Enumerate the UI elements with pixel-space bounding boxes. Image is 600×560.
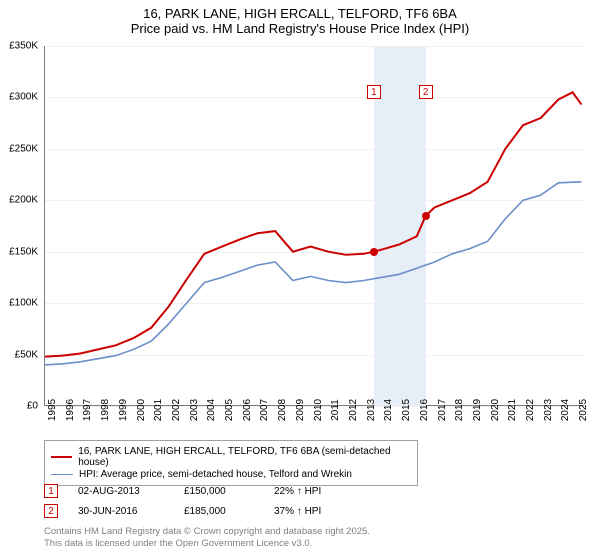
title-address: 16, PARK LANE, HIGH ERCALL, TELFORD, TF6… <box>0 6 600 21</box>
x-axis-label: 2023 <box>543 399 554 421</box>
legend-item: HPI: Average price, semi-detached house,… <box>51 469 411 480</box>
footer-line1: Contains HM Land Registry data © Crown c… <box>44 526 370 538</box>
event-date: 30-JUN-2016 <box>78 506 164 517</box>
marker-label-box: 2 <box>419 85 433 99</box>
legend-item: 16, PARK LANE, HIGH ERCALL, TELFORD, TF6… <box>51 446 411 468</box>
x-axis-label: 2014 <box>383 399 394 421</box>
footer-attribution: Contains HM Land Registry data © Crown c… <box>44 526 370 550</box>
x-axis-label: 2020 <box>490 399 501 421</box>
x-axis-label: 1998 <box>100 399 111 421</box>
x-axis-label: 2015 <box>401 399 412 421</box>
x-axis-label: 2013 <box>366 399 377 421</box>
event-row: 1 02-AUG-2013 £150,000 22% ↑ HPI <box>44 484 354 498</box>
y-axis-label: £200K <box>9 195 38 206</box>
title-subtitle: Price paid vs. HM Land Registry's House … <box>0 21 600 36</box>
chart-area: 12 £0£50K£100K£150K£200K£250K£300K£350K … <box>44 46 584 406</box>
x-axis-label: 1995 <box>47 399 58 421</box>
x-axis-label: 2019 <box>472 399 483 421</box>
x-axis-label: 2005 <box>224 399 235 421</box>
event-marker-box: 1 <box>44 484 58 498</box>
marker-label-box: 1 <box>367 85 381 99</box>
series-line <box>45 182 582 365</box>
event-price: £185,000 <box>184 506 254 517</box>
plot-area: 12 <box>44 46 584 406</box>
x-axis-label: 2001 <box>153 399 164 421</box>
y-axis-label: £250K <box>9 143 38 154</box>
events-table: 1 02-AUG-2013 £150,000 22% ↑ HPI 2 30-JUN-201… <box>44 484 354 524</box>
event-delta: 37% ↑ HPI <box>274 506 354 517</box>
y-axis-label: £150K <box>9 246 38 257</box>
legend-label: HPI: Average price, semi-detached house,… <box>79 469 352 480</box>
x-axis-label: 2024 <box>560 399 571 421</box>
event-delta: 22% ↑ HPI <box>274 486 354 497</box>
x-axis-label: 1996 <box>65 399 76 421</box>
x-axis-label: 2011 <box>330 399 341 421</box>
event-marker-box: 2 <box>44 504 58 518</box>
legend: 16, PARK LANE, HIGH ERCALL, TELFORD, TF6… <box>44 440 418 486</box>
y-axis-label: £300K <box>9 92 38 103</box>
x-axis-label: 2021 <box>507 399 518 421</box>
x-axis-label: 2006 <box>242 399 253 421</box>
title-block: 16, PARK LANE, HIGH ERCALL, TELFORD, TF6… <box>0 0 600 38</box>
y-axis-label: £0 <box>27 401 38 412</box>
x-axis-label: 2017 <box>437 399 448 421</box>
footer-line2: This data is licensed under the Open Gov… <box>44 538 370 550</box>
x-axis-label: 1999 <box>118 399 129 421</box>
x-axis-label: 1997 <box>82 399 93 421</box>
legend-label: 16, PARK LANE, HIGH ERCALL, TELFORD, TF6… <box>78 446 411 468</box>
event-price: £150,000 <box>184 486 254 497</box>
x-axis-label: 2016 <box>419 399 430 421</box>
x-axis-label: 2025 <box>578 399 589 421</box>
x-axis-label: 2018 <box>454 399 465 421</box>
y-axis-label: £50K <box>15 349 38 360</box>
x-axis-label: 2003 <box>189 399 200 421</box>
y-axis-label: £100K <box>9 298 38 309</box>
legend-swatch <box>51 456 72 458</box>
x-axis-label: 2022 <box>525 399 536 421</box>
x-axis-label: 2000 <box>136 399 147 421</box>
chart-container: 16, PARK LANE, HIGH ERCALL, TELFORD, TF6… <box>0 0 600 560</box>
x-axis-label: 2002 <box>171 399 182 421</box>
event-row: 2 30-JUN-2016 £185,000 37% ↑ HPI <box>44 504 354 518</box>
event-date: 02-AUG-2013 <box>78 486 164 497</box>
x-axis-label: 2009 <box>295 399 306 421</box>
x-axis-label: 2012 <box>348 399 359 421</box>
x-axis-label: 2010 <box>313 399 324 421</box>
price-marker-dot <box>422 212 430 220</box>
line-series <box>45 46 585 406</box>
x-axis-label: 2008 <box>277 399 288 421</box>
price-marker-dot <box>370 248 378 256</box>
y-axis-label: £350K <box>9 41 38 52</box>
legend-swatch <box>51 474 73 476</box>
x-axis-label: 2004 <box>206 399 217 421</box>
x-axis-label: 2007 <box>259 399 270 421</box>
